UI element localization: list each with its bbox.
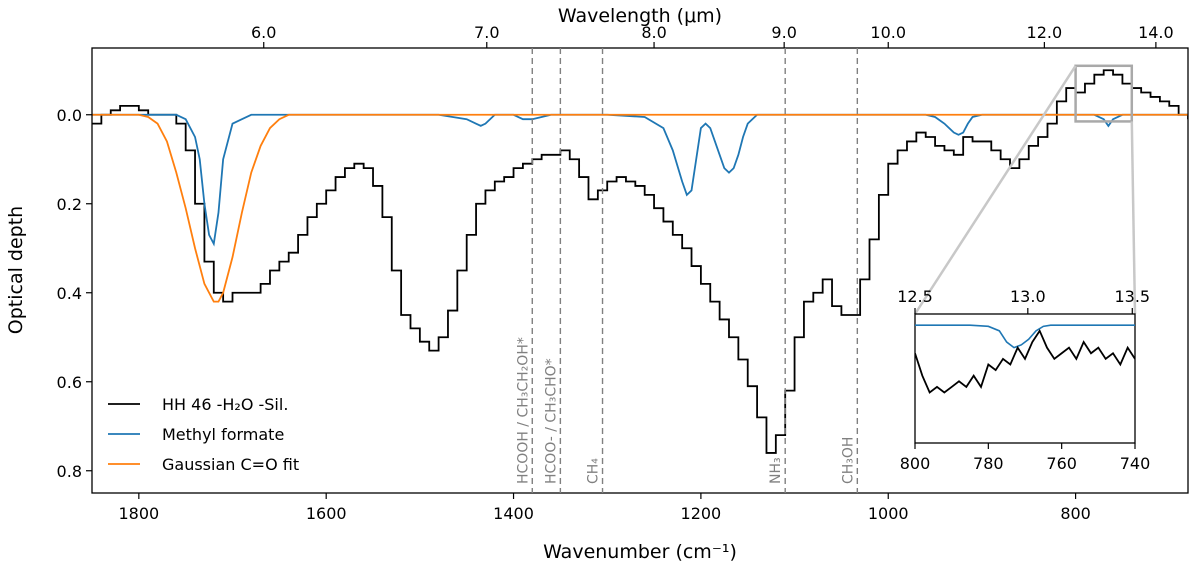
y-tick-label: 0.6 bbox=[57, 373, 82, 392]
data-layer bbox=[92, 69, 1188, 454]
series-methyl-formate bbox=[92, 113, 1188, 247]
legend: HH 46 -H₂O -Sil. Methyl formate Gaussian… bbox=[108, 395, 299, 474]
zoom-box bbox=[1074, 64, 1134, 123]
y-axis-label: Optical depth bbox=[5, 206, 27, 334]
top-tick-label: 6.0 bbox=[251, 23, 276, 42]
inset-top-tick-label: 13.0 bbox=[1010, 287, 1046, 306]
legend-label-gaussian-fit: Gaussian C=O fit bbox=[162, 455, 299, 474]
inset-x-tick-label: 800 bbox=[900, 454, 931, 473]
inset-top-tick-label: 12.5 bbox=[897, 287, 933, 306]
y-tick-label: 0.2 bbox=[57, 195, 82, 214]
inset-x-tick-label: 780 bbox=[973, 454, 1004, 473]
top-tick-label: 8.0 bbox=[641, 23, 666, 42]
vline-label: CH₄ bbox=[586, 458, 602, 484]
top-tick-label: 9.0 bbox=[771, 23, 796, 42]
inset-data bbox=[915, 328, 1135, 394]
top-tick-label: 14.0 bbox=[1138, 23, 1174, 42]
x-tick-label: 1400 bbox=[493, 504, 534, 523]
top-axis-label: Wavelength (μm) bbox=[558, 5, 722, 27]
legend-label-methyl-formate: Methyl formate bbox=[162, 425, 284, 444]
plot-frame bbox=[91, 47, 1189, 494]
zoom-connector-left bbox=[913, 65, 1077, 315]
top-tick-label: 7.0 bbox=[474, 23, 499, 42]
vline-label: HCOOH / CH₃CH₂OH* bbox=[515, 337, 531, 484]
inset-frame bbox=[914, 313, 1136, 444]
inset: 800 780 760 740 12.5 13.0 13.5 bbox=[897, 287, 1150, 473]
vline-label: HCOO- / CH₃CHO* bbox=[543, 358, 559, 484]
y-tick-label: 0.4 bbox=[57, 284, 82, 303]
x-tick-label: 1000 bbox=[868, 504, 909, 523]
x-tick-label: 1800 bbox=[118, 504, 159, 523]
series-hh46 bbox=[92, 69, 1188, 454]
inset-x-tick-label: 760 bbox=[1046, 454, 1077, 473]
legend-label-data: HH 46 -H₂O -Sil. bbox=[162, 395, 288, 414]
x-axis-label: Wavenumber (cm⁻¹) bbox=[543, 541, 737, 563]
y-tick-label: 0.0 bbox=[57, 106, 82, 125]
vline-label: CH₃OH bbox=[840, 437, 856, 484]
series-gaussian-fit bbox=[92, 113, 1188, 303]
vline-label: NH₃ bbox=[768, 457, 784, 484]
inset-methyl-formate bbox=[915, 324, 1135, 349]
top-tick-label: 10.0 bbox=[870, 23, 906, 42]
inset-x-tick-label: 740 bbox=[1120, 454, 1151, 473]
zoom-connector-right bbox=[1130, 121, 1137, 315]
top-tick-label: 12.0 bbox=[1027, 23, 1063, 42]
vline-layer: HCOOH / CH₃CH₂OH* HCOO- / CH₃CHO* CH₄ NH₃ CH… bbox=[515, 48, 859, 493]
x-tick-label: 800 bbox=[1060, 504, 1091, 523]
y-tick-label: 0.8 bbox=[57, 462, 82, 481]
ticks-layer: 1800 1600 1400 1200 1000 800 0.0 0.2 0.4 0.6 0.8 6.… bbox=[57, 23, 1174, 523]
inset-top-tick-label: 13.5 bbox=[1114, 287, 1150, 306]
x-tick-label: 1200 bbox=[681, 504, 722, 523]
x-tick-label: 1600 bbox=[306, 504, 347, 523]
zoom-layer bbox=[913, 64, 1137, 315]
